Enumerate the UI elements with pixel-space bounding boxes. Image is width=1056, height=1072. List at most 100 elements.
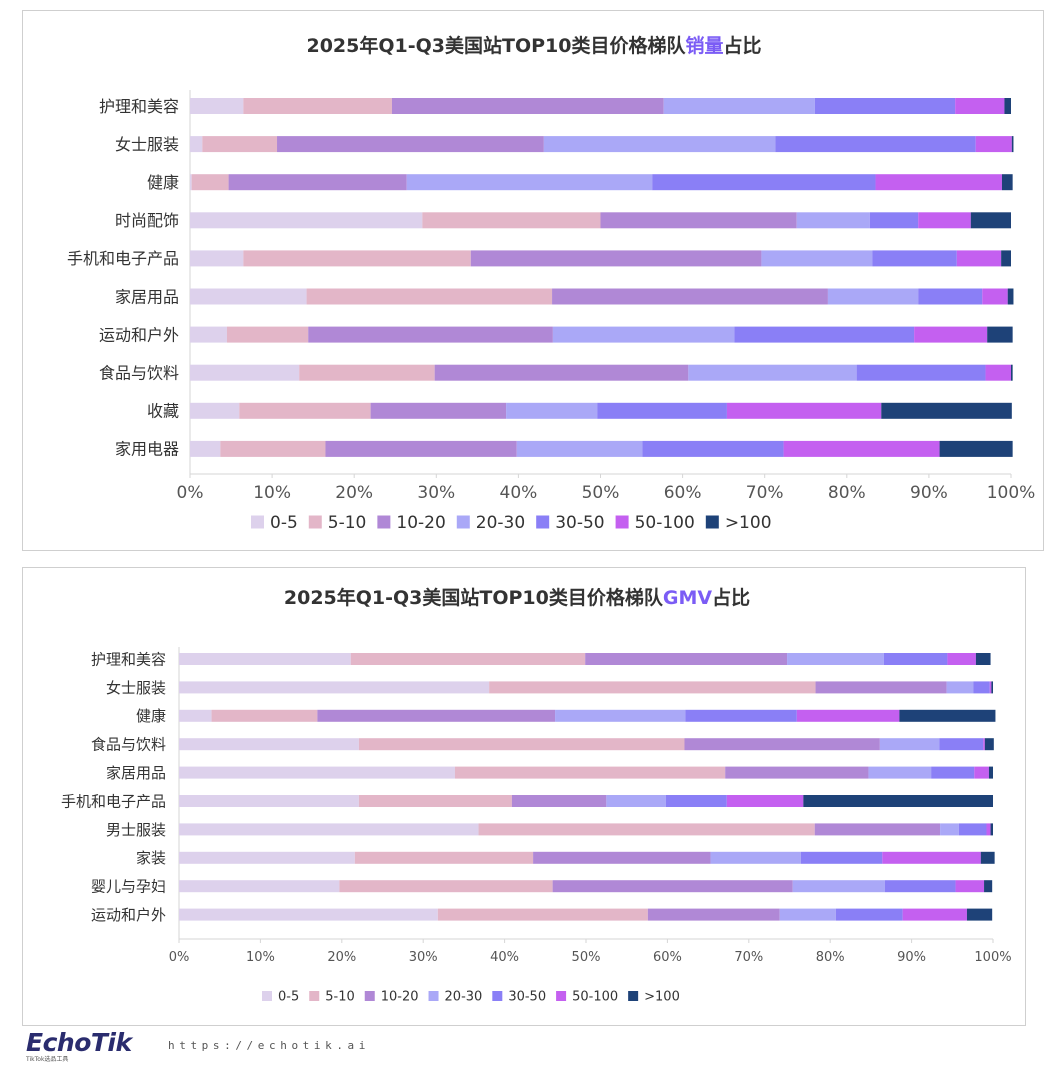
volume-bar-segment	[220, 440, 326, 457]
gmv-bar-segment	[975, 653, 991, 665]
volume-bar-segment	[325, 440, 517, 457]
volume-bar-segment	[370, 402, 507, 419]
gmv-legend-label: 5-10	[325, 990, 355, 1005]
volume-bar-segment	[875, 174, 1002, 191]
gmv-bar-segment	[552, 880, 793, 893]
volume-legend-swatch	[308, 515, 322, 529]
gmv-legend-label: 30-50	[508, 990, 546, 1005]
volume-bar-segment	[761, 250, 873, 267]
volume-legend-swatch	[705, 515, 719, 529]
gmv-bar-segment	[585, 653, 788, 665]
volume-bar-segment	[918, 288, 983, 305]
gmv-bar-segment	[511, 795, 607, 807]
gmv-legend-swatch	[309, 991, 320, 1001]
gmv-bar-segment	[179, 823, 479, 836]
sales-volume-chart-panel: 2025年Q1-Q3美国站TOP10类目价格梯队销量占比 0% 10% 20% 30% 4…	[22, 10, 1044, 551]
gmv-legend-label: 0-5	[278, 990, 299, 1005]
volume-category-label: 时尚配饰	[115, 211, 179, 230]
volume-legend-label: 20-30	[476, 513, 525, 533]
volume-legend-swatch	[536, 515, 550, 529]
volume-legend-label: >100	[725, 513, 772, 533]
gmv-bar-segment	[792, 880, 885, 893]
volume-x-tick-label: 60%	[664, 483, 702, 503]
volume-bar-segment	[1007, 288, 1014, 305]
gmv-legend-swatch	[556, 991, 567, 1001]
volume-category-label: 手机和电子产品	[67, 249, 179, 268]
gmv-bar-segment	[973, 681, 990, 694]
volume-x-tick-label: 0%	[177, 483, 204, 503]
volume-category-label: 女士服装	[115, 135, 179, 154]
gmv-bar-segment	[882, 851, 981, 864]
gmv-x-tick-label: 50%	[572, 950, 601, 965]
gmv-bar-segment	[555, 709, 686, 722]
gmv-bar-segment	[989, 681, 992, 694]
volume-bar-segment	[1011, 364, 1013, 381]
gmv-legend-label: 20-30	[445, 990, 483, 1005]
volume-bar-segment	[226, 326, 309, 343]
volume-bar-segment	[552, 326, 735, 343]
gmv-bar-segment	[437, 908, 648, 921]
gmv-bar-segment	[354, 851, 534, 864]
volume-x-tick-label: 80%	[828, 483, 866, 503]
volume-bar-segment	[1004, 98, 1011, 114]
volume-category-label: 健康	[147, 173, 179, 192]
volume-bar-segment	[597, 402, 727, 419]
gmv-bar-segment	[902, 908, 967, 921]
gmv-bar-segment	[803, 795, 993, 807]
volume-bar-segment	[277, 136, 544, 153]
gmv-legend-label: 10-20	[381, 990, 419, 1005]
volume-bar-segment	[1001, 250, 1011, 267]
gmv-bar-segment	[986, 823, 991, 836]
volume-bar-segment	[642, 440, 784, 457]
gmv-bar-segment	[787, 653, 884, 665]
footer-url[interactable]: https://echotik.ai	[168, 1039, 371, 1052]
logo-subtitle: TikTok选品工具	[26, 1056, 69, 1063]
volume-legend-label: 5-10	[328, 513, 367, 533]
volume-bar-segment	[552, 288, 828, 305]
gmv-bar-segment	[179, 880, 340, 893]
volume-category-label: 家居用品	[115, 287, 179, 306]
gmv-bar-segment	[983, 738, 985, 751]
volume-legend-label: 50-100	[635, 513, 695, 533]
volume-x-tick-label: 40%	[500, 483, 538, 503]
gmv-x-tick-label: 80%	[816, 950, 845, 965]
gmv-bar-segment	[800, 851, 883, 864]
volume-bar-segment	[734, 326, 915, 343]
gmv-chart-panel: 2025年Q1-Q3美国站TOP10类目价格梯队GMV占比 0% 10% 20% 30%…	[22, 567, 1026, 1026]
gmv-bar-segment	[984, 738, 994, 751]
volume-bar-segment	[987, 326, 1013, 343]
gmv-bar-segment	[958, 823, 987, 836]
gmv-bar-segment	[358, 738, 685, 751]
gmv-bar-segment	[179, 653, 351, 665]
gmv-bar-segment	[685, 709, 797, 722]
gmv-bar-segment	[478, 823, 815, 836]
volume-legend-swatch	[377, 515, 391, 529]
volume-legend-label: 10-20	[396, 513, 445, 533]
gmv-bar-segment	[684, 738, 880, 751]
gmv-category-label: 护理和美容	[91, 650, 166, 668]
gmv-legend-swatch	[364, 991, 375, 1001]
gmv-bar-segment	[179, 681, 490, 694]
volume-bar-segment	[470, 250, 762, 267]
volume-bar-segment	[422, 212, 601, 229]
volume-bar-segment	[775, 136, 976, 153]
volume-bar-segment	[190, 364, 300, 381]
gmv-bar-segment	[179, 766, 455, 779]
volume-bar-segment	[600, 212, 797, 229]
gmv-x-tick-label: 40%	[490, 950, 519, 965]
gmv-bar-segment	[868, 766, 932, 779]
volume-bar-segment	[688, 364, 857, 381]
volume-category-label: 运动和户外	[99, 325, 179, 344]
volume-bar-segment	[243, 98, 392, 114]
gmv-category-label: 食品与饮料	[91, 736, 166, 754]
volume-bar-segment	[827, 288, 919, 305]
gmv-bar-segment	[974, 766, 989, 779]
gmv-bar-segment	[966, 908, 993, 921]
volume-legend-label: 30-50	[555, 513, 604, 533]
gmv-title-highlight: GMV	[663, 587, 713, 609]
volume-bar-segment	[1011, 136, 1014, 153]
gmv-bar-segment	[179, 709, 212, 722]
gmv-legend-label: >100	[644, 990, 680, 1005]
volume-bar-segment	[243, 250, 471, 267]
gmv-legend-swatch	[492, 991, 503, 1001]
